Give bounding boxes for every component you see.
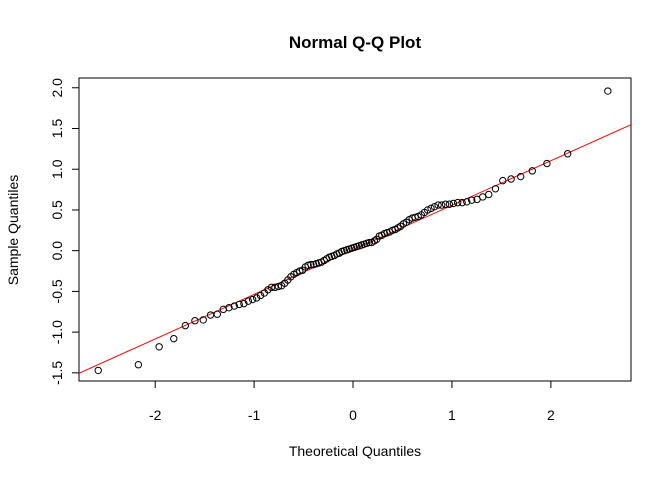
y-tick-label: 0.0 [49, 241, 65, 261]
y-tick-label: 0.5 [49, 200, 65, 220]
x-tick-label: 2 [547, 407, 555, 423]
point [94, 366, 102, 375]
point [563, 150, 572, 158]
plot-box [78, 77, 632, 382]
point [453, 198, 462, 207]
point [491, 185, 500, 193]
point [274, 282, 283, 291]
point [267, 283, 276, 292]
point [543, 159, 551, 168]
point [271, 283, 279, 292]
point [430, 202, 439, 211]
point [528, 167, 536, 175]
y-tick-label: -1.5 [49, 361, 65, 385]
point [256, 291, 265, 300]
point [230, 302, 239, 310]
x-tick-label: 1 [448, 407, 456, 423]
point [468, 196, 476, 204]
y-tick-label: 2.0 [49, 78, 65, 98]
point [604, 87, 612, 95]
point [463, 198, 471, 206]
y-axis-label: Sample Quantiles [5, 175, 21, 286]
point [225, 303, 233, 312]
point [516, 172, 525, 181]
point [507, 175, 515, 183]
x-tick-label: -1 [248, 407, 261, 423]
y-tick-label: 1.0 [49, 159, 65, 179]
point [458, 198, 466, 207]
x-axis-label: Theoretical Quantiles [289, 443, 421, 459]
point [441, 200, 450, 208]
point [134, 361, 143, 369]
point [213, 310, 221, 318]
point [437, 201, 446, 209]
point [424, 206, 432, 214]
point [499, 176, 507, 185]
point [244, 297, 253, 305]
point [434, 201, 442, 209]
point [252, 294, 261, 302]
point [248, 295, 257, 304]
y-tick-label: 1.5 [49, 119, 65, 139]
point [485, 190, 493, 199]
x-tick-label: 0 [349, 407, 357, 423]
point [411, 213, 419, 221]
y-tick-label: -0.5 [49, 279, 65, 303]
point [365, 238, 373, 247]
point [307, 260, 315, 269]
point [479, 193, 487, 201]
point [191, 317, 199, 325]
point [296, 267, 304, 275]
point [199, 316, 207, 324]
point [170, 334, 178, 343]
point [240, 299, 248, 308]
point [235, 300, 243, 309]
y-tick-label: -1.0 [49, 320, 65, 344]
point [445, 200, 454, 208]
point [155, 343, 163, 351]
x-tick-label: -2 [149, 407, 162, 423]
point [427, 204, 435, 213]
chart-title: Normal Q-Q Plot [289, 33, 422, 52]
point [181, 321, 190, 330]
point [449, 199, 458, 208]
